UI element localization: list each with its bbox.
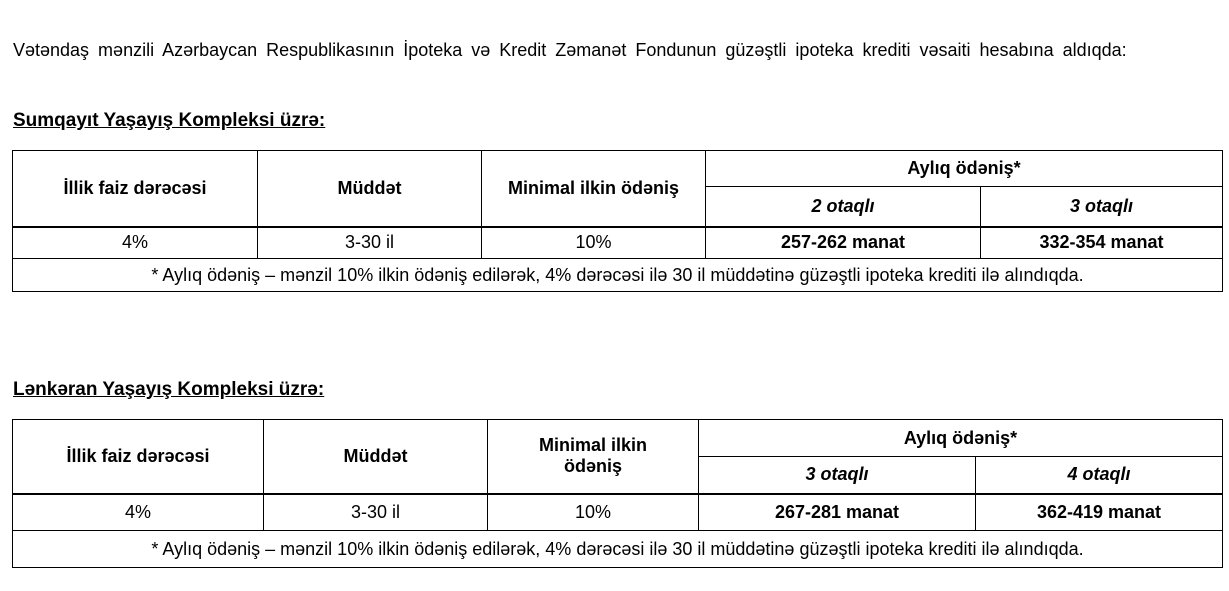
subheader-rooms-1: 3 otaqlı bbox=[698, 456, 976, 495]
header-rate: İllik faiz dərəcəsi bbox=[12, 419, 264, 495]
header-down-payment: Minimal ilkin ödəniş bbox=[481, 150, 706, 228]
header-down-payment: Minimal ilkin ödəniş bbox=[487, 419, 699, 495]
cell-monthly-1: 267-281 manat bbox=[698, 493, 976, 531]
table-note: * Aylıq ödəniş – mənzil 10% ilkin ödəniş… bbox=[11, 530, 1224, 568]
cell-rate: 4% bbox=[12, 493, 264, 531]
lenkeran-table: İllik faiz dərəcəsi Müddət Minimal ilkin… bbox=[11, 419, 1224, 568]
header-term: Müddət bbox=[257, 150, 482, 228]
section-heading-sumqayit: Sumqayıt Yaşayış Kompleksi üzrə: bbox=[13, 110, 326, 131]
sumqayit-table: İllik faiz dərəcəsi Müddət Minimal ilkin… bbox=[11, 150, 1224, 292]
header-monthly: Aylıq ödəniş* bbox=[704, 150, 1224, 187]
table-row: 4% 3-30 il 10% 257-262 manat 332-354 man… bbox=[12, 226, 1224, 259]
table-row: 4% 3-30 il 10% 267-281 manat 362-419 man… bbox=[12, 493, 1224, 531]
cell-monthly-2: 332-354 manat bbox=[979, 226, 1224, 259]
cell-monthly-2: 362-419 manat bbox=[974, 493, 1224, 531]
cell-term: 3-30 il bbox=[257, 226, 482, 259]
subheader-rooms-1: 2 otaqlı bbox=[705, 186, 981, 228]
intro-paragraph: Vətəndaş mənzili Azərbaycan Respublikası… bbox=[13, 40, 1127, 60]
cell-term: 3-30 il bbox=[263, 493, 488, 531]
cell-monthly-1: 257-262 manat bbox=[705, 226, 981, 259]
table-note: * Aylıq ödəniş – mənzil 10% ilkin ödəniş… bbox=[11, 258, 1224, 292]
subheader-rooms-2: 4 otaqlı bbox=[974, 456, 1224, 495]
header-monthly: Aylıq ödəniş* bbox=[697, 419, 1224, 457]
cell-down-payment: 10% bbox=[487, 493, 699, 531]
cell-down-payment: 10% bbox=[481, 226, 706, 259]
header-rate: İllik faiz dərəcəsi bbox=[12, 150, 258, 228]
section-heading-lenkeran: Lənkəran Yaşayış Kompleksi üzrə: bbox=[13, 379, 325, 400]
header-term: Müddət bbox=[263, 419, 488, 495]
cell-rate: 4% bbox=[12, 226, 258, 259]
subheader-rooms-2: 3 otaqlı bbox=[979, 186, 1224, 228]
